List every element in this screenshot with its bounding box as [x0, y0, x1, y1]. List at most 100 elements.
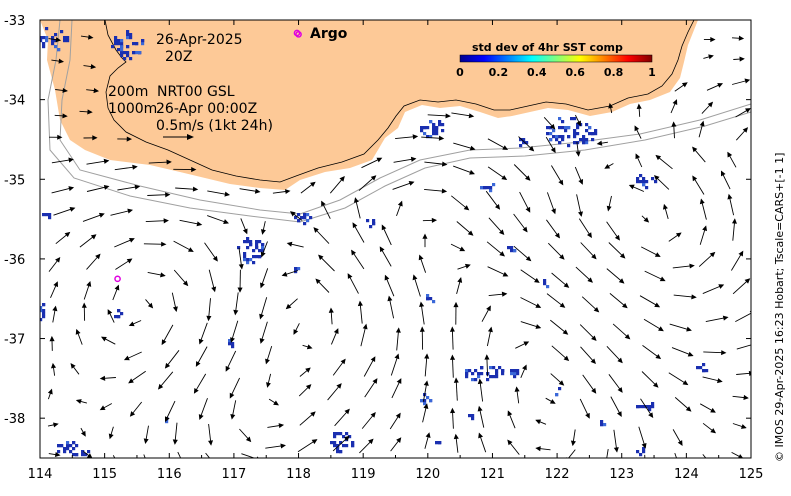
sst-pixel [561, 135, 564, 138]
current-arrow-head [752, 343, 756, 346]
sst-pixel [309, 216, 312, 219]
sst-pixel [57, 450, 60, 453]
sst-pixel [471, 414, 474, 417]
sst-pixel [258, 249, 261, 252]
sst-pixel [573, 132, 576, 135]
x-tick-label: 117 [221, 467, 246, 482]
sst-pixel [594, 129, 597, 132]
sst-pixel [588, 126, 591, 129]
sst-pixel [567, 135, 570, 138]
sst-pixel [639, 174, 642, 177]
colorbar-tick-label: 0.6 [565, 66, 585, 79]
sst-pixel [648, 405, 651, 408]
sst-pixel [42, 36, 45, 39]
sst-pixel [651, 177, 654, 180]
sst-pixel [303, 216, 306, 219]
sst-pixel [123, 51, 126, 54]
sst-pixel [369, 225, 372, 228]
sst-pixel [699, 366, 702, 369]
sst-pixel [252, 255, 255, 258]
colorbar-title: std dev of 4hr SST comp [472, 41, 623, 54]
sst-pixel [342, 444, 345, 447]
sst-pixel [516, 372, 519, 375]
sst-pixel [435, 132, 438, 135]
sst-pixel [243, 258, 246, 261]
sst-pixel [333, 444, 336, 447]
sst-pixel [600, 420, 603, 423]
sst-pixel [576, 126, 579, 129]
sst-pixel [495, 375, 498, 378]
annotation-date: 26-Apr-2025 [156, 32, 243, 48]
current-arrow-head [604, 465, 608, 469]
sst-pixel [111, 45, 114, 48]
sst-pixel [351, 444, 354, 447]
sst-pixel [582, 141, 585, 144]
sst-pixel [87, 450, 90, 453]
sst-pixel [372, 219, 375, 222]
sst-pixel [696, 366, 699, 369]
sst-pixel [237, 246, 240, 249]
sst-pixel [306, 219, 309, 222]
sst-pixel [39, 36, 42, 39]
sst-pixel [72, 447, 75, 450]
sst-pixel [372, 222, 375, 225]
sst-pixel [642, 180, 645, 183]
sst-pixel [129, 36, 132, 39]
sst-pixel [132, 42, 135, 45]
sst-pixel [45, 36, 48, 39]
sst-pixel [435, 441, 438, 444]
sst-pixel [582, 138, 585, 141]
sst-pixel [543, 282, 546, 285]
sst-pixel [54, 33, 57, 36]
sst-pixel [513, 375, 516, 378]
sst-pixel [42, 315, 45, 318]
sst-pixel [303, 213, 306, 216]
sst-pixel [486, 186, 489, 189]
x-tick-label: 121 [480, 467, 505, 482]
sst-pixel [492, 366, 495, 369]
sst-pixel [51, 42, 54, 45]
sst-pixel [126, 51, 129, 54]
sst-pixel [651, 402, 654, 405]
sst-pixel [423, 132, 426, 135]
sst-pixel [261, 243, 264, 246]
sst-pixel [543, 279, 546, 282]
sst-pixel [114, 42, 117, 45]
sst-pixel [255, 243, 258, 246]
sst-pixel [114, 315, 117, 318]
sst-pixel [576, 141, 579, 144]
sst-pixel [486, 378, 489, 381]
sst-pixel [69, 450, 72, 453]
sst-pixel [306, 213, 309, 216]
sst-pixel [495, 369, 498, 372]
sst-pixel [441, 123, 444, 126]
sst-pixel [552, 129, 555, 132]
sst-pixel [441, 129, 444, 132]
sst-pixel [420, 129, 423, 132]
sst-pixel [303, 222, 306, 225]
sst-pixel [423, 402, 426, 405]
sst-pixel [420, 126, 423, 129]
sst-pixel [120, 45, 123, 48]
sst-pixel [69, 444, 72, 447]
sst-pixel [435, 129, 438, 132]
sst-pixel [594, 132, 597, 135]
sst-pixel [510, 249, 513, 252]
sst-pixel [72, 441, 75, 444]
sst-pixel [477, 372, 480, 375]
x-tick-label: 125 [739, 467, 764, 482]
sst-pixel [564, 129, 567, 132]
sst-pixel [549, 138, 552, 141]
sst-pixel [585, 123, 588, 126]
sst-pixel [42, 309, 45, 312]
sst-pixel [567, 144, 570, 147]
sst-pixel [63, 36, 66, 39]
sst-pixel [585, 141, 588, 144]
current-arrow-head [215, 466, 219, 470]
sst-pixel [135, 51, 138, 54]
sst-pixel [252, 261, 255, 264]
sst-pixel [573, 117, 576, 120]
sst-pixel [639, 453, 642, 456]
sst-pixel [651, 405, 654, 408]
